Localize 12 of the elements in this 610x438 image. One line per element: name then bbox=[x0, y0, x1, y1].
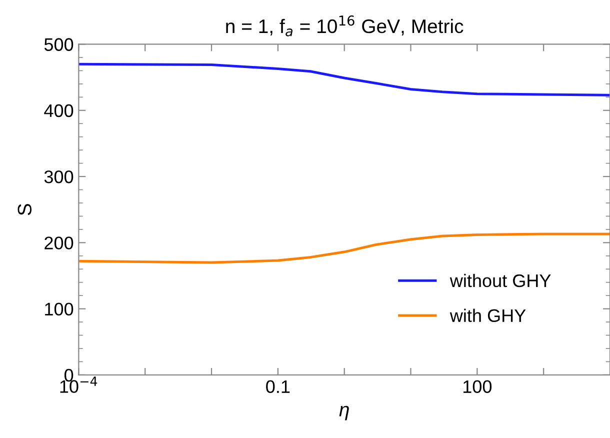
legend-label: without GHY bbox=[450, 274, 551, 288]
y-tick-label: 200 bbox=[44, 236, 74, 250]
y-tick-label: 500 bbox=[44, 38, 74, 51]
x-tick-label: 100 bbox=[463, 380, 492, 394]
x-tick-label: 0.1 bbox=[266, 380, 290, 394]
y-tick-label: 300 bbox=[44, 170, 74, 184]
x-axis-title: η bbox=[339, 406, 349, 420]
chart-title: n = 1, f$_{a}$ = 10$^{16}$ GeV, Metric bbox=[226, 15, 464, 36]
y-axis-title: S bbox=[18, 204, 32, 216]
y-tick-label: 100 bbox=[45, 302, 74, 316]
legend-label: with GHY bbox=[450, 308, 526, 322]
y-tick-label: 400 bbox=[44, 104, 74, 118]
